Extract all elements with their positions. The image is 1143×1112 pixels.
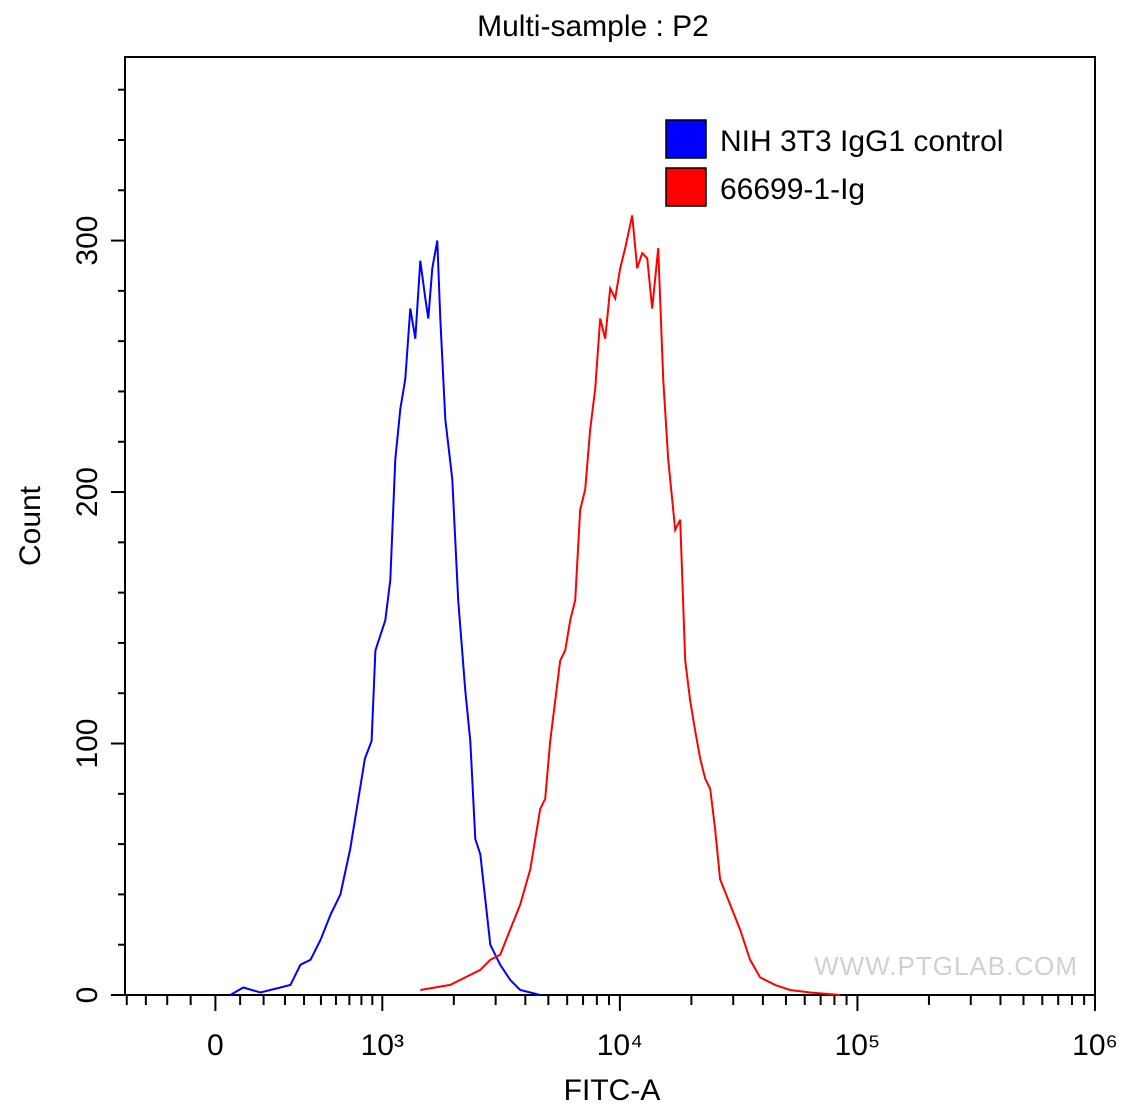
x-tick-label: 0 [207,1029,224,1062]
legend-swatch [665,167,707,207]
y-tick-label: 0 [71,987,104,1004]
legend-label: 66699-1-Ig [720,173,865,206]
x-axis-label: FITC-A [564,1074,661,1107]
plot-frame [124,56,1096,996]
x-tick-label: 10⁵ [835,1029,881,1062]
y-axis-label: Count [14,485,47,566]
chart-title: Multi-sample : P2 [477,10,709,43]
y-tick-label: 100 [71,718,104,768]
y-tick-label: 200 [71,467,104,517]
y-tick-label: 300 [71,216,104,266]
x-tick-label: 10⁶ [1072,1029,1118,1062]
legend-swatch [665,119,707,159]
legend-label: NIH 3T3 IgG1 control [720,125,1003,158]
histogram-line [420,215,841,996]
histogram-line [229,240,541,996]
x-tick-label: 10³ [361,1029,404,1062]
watermark: WWW.PTGLAB.COM [814,951,1078,981]
x-tick-label: 10⁴ [597,1029,643,1062]
